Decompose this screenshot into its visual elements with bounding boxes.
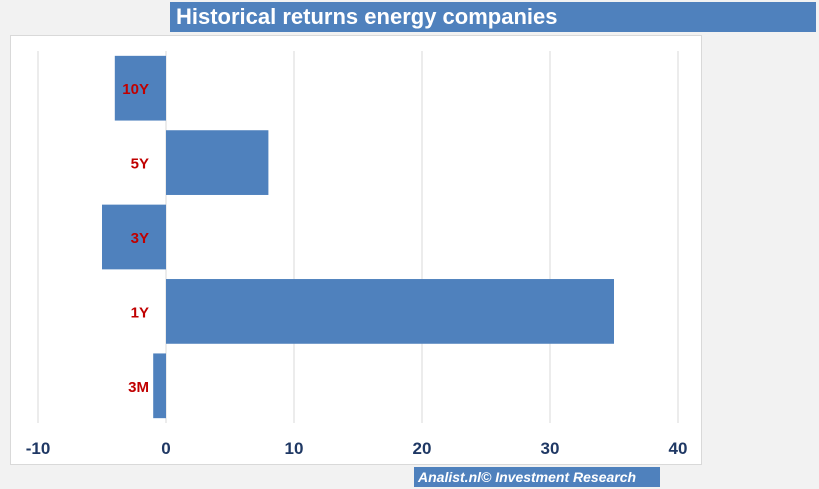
bar-chart: 10Y 5Y 3Y 1Y 3M -10 0 10 20 30 40: [26, 51, 688, 458]
category-label-3y: 3Y: [131, 230, 149, 247]
category-label-5y: 5Y: [131, 156, 149, 173]
x-tick-label: -10: [26, 439, 51, 458]
bar-5y: [166, 130, 269, 195]
x-tick-label: 40: [669, 439, 688, 458]
x-tick-label: 0: [161, 439, 170, 458]
x-tick-label: 30: [541, 439, 560, 458]
footer-credit: Analist.nl© Investment Research: [414, 467, 660, 487]
bar-3y: [102, 204, 166, 270]
category-label-10y: 10Y: [122, 81, 149, 98]
bar-10y: [114, 55, 166, 121]
chart-title: Historical returns energy companies: [170, 2, 816, 32]
x-tick-label: 10: [285, 439, 304, 458]
plot-area: 10Y 5Y 3Y 1Y 3M -10 0 10 20 30 40: [10, 35, 702, 465]
category-label-3m: 3M: [128, 379, 149, 396]
x-tick-label: 20: [413, 439, 432, 458]
category-label-1y: 1Y: [131, 304, 149, 321]
bar-1y: [166, 279, 614, 344]
bar-3m: [153, 353, 166, 419]
